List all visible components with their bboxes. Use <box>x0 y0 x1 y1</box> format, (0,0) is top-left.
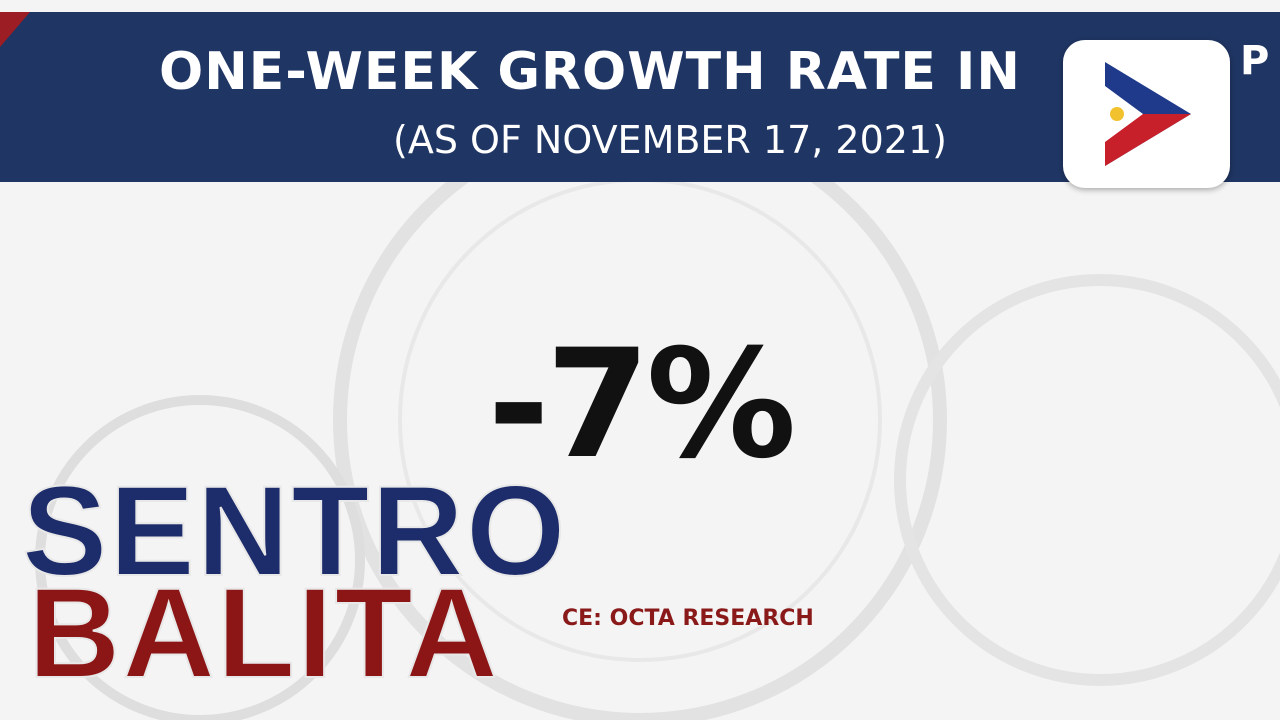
source: CE: OCTA RESEARCH <box>562 606 814 631</box>
subtitle: (AS OF NOVEMBER 17, 2021) <box>393 118 947 162</box>
title-fragment: P <box>1240 38 1270 84</box>
show-logo-line2: BALITA <box>27 561 500 706</box>
banner-corner <box>0 12 30 47</box>
title: ONE-WEEK GROWTH RATE IN <box>159 42 1021 102</box>
logo-icon <box>1105 62 1191 166</box>
channel-logo <box>1063 40 1230 188</box>
growth-rate: -7% <box>487 318 797 492</box>
show-logo-line1: SENTRO <box>21 459 568 604</box>
